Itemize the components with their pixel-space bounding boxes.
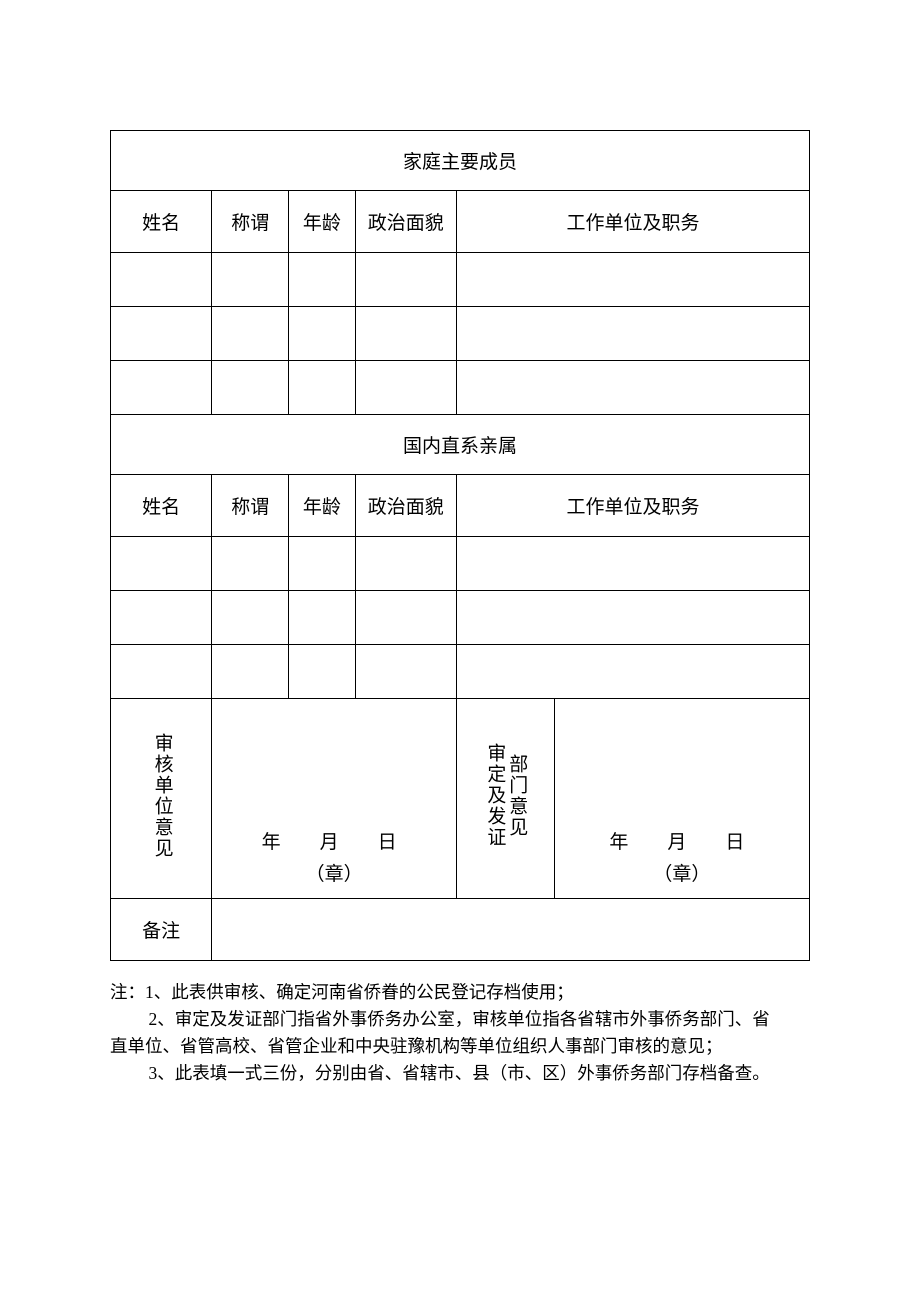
table-cell bbox=[212, 253, 289, 307]
table-cell bbox=[355, 591, 456, 645]
table-cell bbox=[355, 645, 456, 699]
table-cell bbox=[355, 361, 456, 415]
domestic-col-political: 政治面貌 bbox=[355, 475, 456, 537]
remark-label: 备注 bbox=[111, 899, 212, 961]
table-cell bbox=[289, 253, 355, 307]
table-cell bbox=[212, 591, 289, 645]
approval-dept-label-cell: 审定及发证 部门意见 bbox=[456, 699, 554, 899]
domestic-col-age: 年龄 bbox=[289, 475, 355, 537]
family-col-work: 工作单位及职务 bbox=[456, 191, 809, 253]
approval-dept-label-col1: 审定及发证 bbox=[484, 743, 506, 848]
table-cell bbox=[111, 537, 212, 591]
approval-unit-date: 年 月 日 bbox=[212, 827, 456, 854]
table-cell bbox=[456, 645, 809, 699]
approval-unit-label: 审核单位意见 bbox=[150, 733, 173, 859]
domestic-col-work: 工作单位及职务 bbox=[456, 475, 809, 537]
family-col-political: 政治面貌 bbox=[355, 191, 456, 253]
table-cell bbox=[456, 591, 809, 645]
family-col-relation: 称谓 bbox=[212, 191, 289, 253]
approval-unit-body-cell: 年 月 日 （章） bbox=[212, 699, 457, 899]
notes-line-2b: 直单位、省管高校、省管企业和中央驻豫机构等单位组织人事部门审核的意见； bbox=[110, 1033, 810, 1060]
notes-prefix: 注： bbox=[110, 982, 145, 1002]
table-cell bbox=[355, 253, 456, 307]
table-cell bbox=[456, 253, 809, 307]
approval-unit-label-cell: 审核单位意见 bbox=[111, 699, 212, 899]
table-cell bbox=[111, 591, 212, 645]
family-col-age: 年龄 bbox=[289, 191, 355, 253]
table-cell bbox=[111, 645, 212, 699]
domestic-col-relation: 称谓 bbox=[212, 475, 289, 537]
registration-form-table: 家庭主要成员 姓名 称谓 年龄 政治面貌 工作单位及职务 国内直系亲属 姓名 称… bbox=[110, 130, 810, 961]
table-cell bbox=[355, 307, 456, 361]
notes-block: 注：1、此表供审核、确定河南省侨眷的公民登记存档使用； 2、审定及发证部门指省外… bbox=[110, 979, 810, 1088]
table-cell bbox=[212, 361, 289, 415]
approval-dept-seal: （章） bbox=[555, 859, 809, 886]
table-cell bbox=[212, 645, 289, 699]
notes-line-3: 3、此表填一式三份，分别由省、省辖市、县（市、区）外事侨务部门存档备查。 bbox=[110, 1060, 810, 1087]
table-cell bbox=[289, 591, 355, 645]
table-cell bbox=[355, 537, 456, 591]
approval-dept-label-col2: 部门意见 bbox=[505, 743, 527, 848]
approval-unit-seal: （章） bbox=[212, 859, 456, 886]
family-section-title: 家庭主要成员 bbox=[111, 131, 810, 191]
table-cell bbox=[289, 307, 355, 361]
approval-dept-date: 年 月 日 bbox=[555, 827, 809, 854]
table-cell bbox=[289, 645, 355, 699]
table-cell bbox=[456, 361, 809, 415]
table-cell bbox=[289, 537, 355, 591]
domestic-section-title: 国内直系亲属 bbox=[111, 415, 810, 475]
table-cell bbox=[212, 307, 289, 361]
table-cell bbox=[289, 361, 355, 415]
approval-dept-body-cell: 年 月 日 （章） bbox=[554, 699, 809, 899]
table-cell bbox=[212, 537, 289, 591]
table-cell bbox=[111, 253, 212, 307]
notes-line-2a: 2、审定及发证部门指省外事侨务办公室，审核单位指各省辖市外事侨务部门、省 bbox=[110, 1006, 810, 1033]
table-cell bbox=[111, 307, 212, 361]
domestic-col-name: 姓名 bbox=[111, 475, 212, 537]
remark-value bbox=[212, 899, 810, 961]
family-col-name: 姓名 bbox=[111, 191, 212, 253]
table-cell bbox=[456, 307, 809, 361]
notes-line-1: 1、此表供审核、确定河南省侨眷的公民登记存档使用； bbox=[145, 982, 574, 1002]
table-cell bbox=[456, 537, 809, 591]
table-cell bbox=[111, 361, 212, 415]
